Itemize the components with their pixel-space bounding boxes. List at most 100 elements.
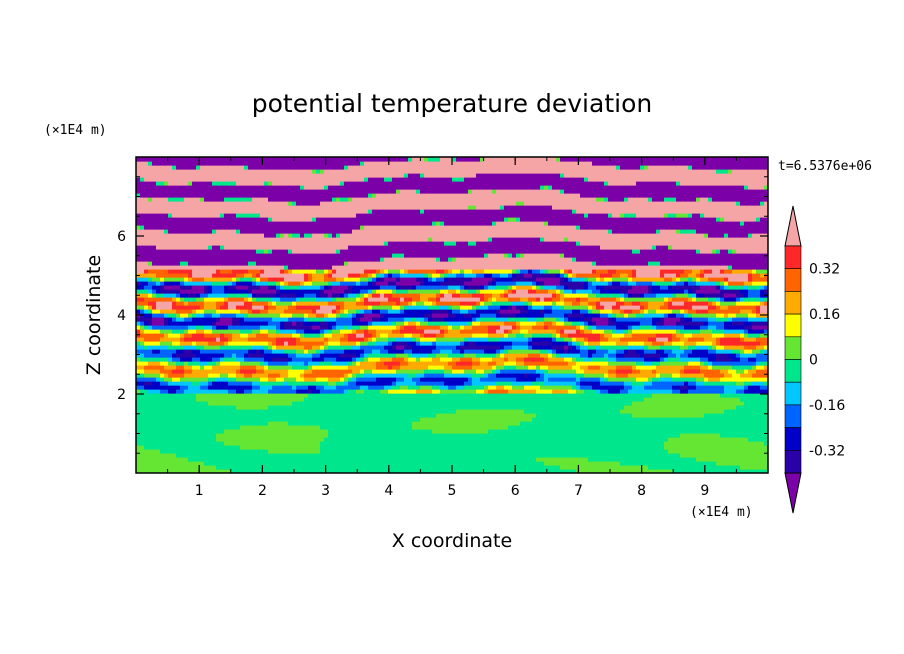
field-cell [204,465,209,470]
field-cell [140,373,145,378]
field-cell [316,353,321,358]
field-cell [416,365,421,370]
field-cell [584,365,589,370]
field-cell [224,429,229,434]
field-cell [624,389,629,394]
field-cell [732,349,737,354]
field-cell [228,461,233,466]
field-cell [668,457,673,462]
field-cell [388,357,393,362]
field-cell [476,389,481,394]
field-cell [724,377,729,382]
field-cell [368,437,373,442]
field-cell [204,397,209,402]
field-cell [724,405,729,410]
field-cell [196,425,201,430]
field-cell [204,365,209,370]
field-cell [556,425,561,430]
field-cell [664,397,669,402]
field-cell [236,437,241,442]
field-cell [180,405,185,410]
field-cell [408,365,413,370]
field-cell [560,437,565,442]
field-cell [520,465,525,470]
field-cell [364,453,369,458]
field-cell [640,461,645,466]
field-cell [584,437,589,442]
field-cell [600,445,605,450]
field-cell [144,409,149,414]
field-cell [392,457,397,462]
field-cell [188,357,193,362]
field-cell [696,409,701,414]
field-cell [340,409,345,414]
field-cell [396,369,401,374]
field-cell [360,381,365,386]
field-cell [596,357,601,362]
field-cell [580,361,585,366]
field-cell [500,433,505,438]
field-cell [668,417,673,422]
field-cell [368,405,373,410]
field-cell [280,353,285,358]
field-cell [404,409,409,414]
field-cell [648,393,653,398]
field-cell [332,409,337,414]
field-cell [672,409,677,414]
field-cell [228,353,233,358]
field-cell [184,465,189,470]
field-cell [532,357,537,362]
field-cell [704,385,709,390]
field-cell [312,449,317,454]
field-cell [220,365,225,370]
field-cell [312,369,317,374]
field-cell [584,361,589,366]
field-cell [392,433,397,438]
field-cell [720,353,725,358]
field-cell [292,465,297,470]
field-cell [684,457,689,462]
field-cell [636,421,641,426]
field-cell [592,461,597,466]
field-cell [456,369,461,374]
field-cell [360,369,365,374]
field-cell [252,453,257,458]
field-cell [424,397,429,402]
field-cell [400,365,405,370]
field-cell [436,369,441,374]
field-cell [552,357,557,362]
field-cell [208,421,213,426]
field-cell [744,373,749,378]
field-cell [312,401,317,406]
field-cell [304,425,309,430]
field-cell [232,445,237,450]
field-cell [712,425,717,430]
field-cell [136,345,141,350]
field-cell [212,433,217,438]
field-cell [680,349,685,354]
field-cell [172,365,177,370]
field-cell [352,437,357,442]
field-cell [664,425,669,430]
field-cell [624,465,629,470]
field-cell [212,441,217,446]
field-cell [516,469,521,473]
field-cell [760,409,765,414]
field-cell [308,465,313,470]
field-cell [300,425,305,430]
field-cell [592,397,597,402]
field-cell [612,381,617,386]
field-cell [356,449,361,454]
field-cell [752,381,757,386]
field-cell [380,401,385,406]
field-cell [160,381,165,386]
field-cell [312,389,317,394]
field-cell [148,457,153,462]
field-cell [204,449,209,454]
field-cell [356,469,361,473]
field-cell [384,469,389,473]
field-cell [252,401,257,406]
field-cell [464,461,469,466]
field-cell [508,369,513,374]
field-cell [672,365,677,370]
